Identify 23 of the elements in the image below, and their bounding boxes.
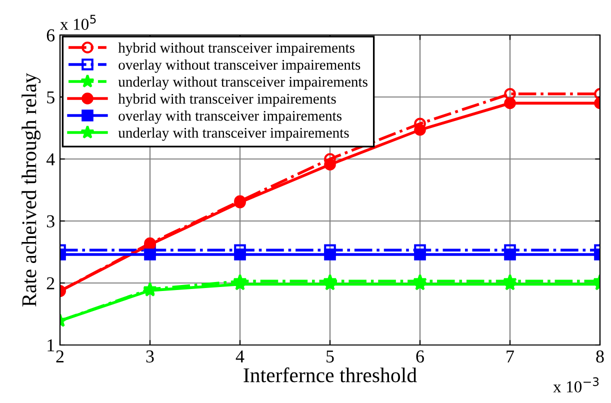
text: x 10$^{−3}$ [553,377,599,392]
legend-label: hybrid without transceiver impairements [118,42,355,56]
y-tick-label: 6 [46,29,55,42]
y-tick-label: 2 [46,277,54,290]
legend-label: overlay with transceiver impairements [118,110,342,124]
y-axis-title: Rate acheived through relay [22,72,41,307]
y-tick-label: 4 [46,153,55,166]
x-tick-label: 6 [416,350,424,363]
y-tick-label: 1 [48,339,54,352]
x-tick-label: 3 [146,350,154,363]
legend-label: underlay without transceiver impairements [118,76,368,90]
x-tick-label: 7 [506,350,514,362]
y-tick-label: 5 [47,91,54,104]
text: x 10$^{5}$ [60,14,96,30]
x-tick-label: 5 [326,350,334,363]
x-tick-label: 2 [56,350,64,362]
legend-label: hybrid with transceiver impairements [118,93,336,107]
legend-label: overlay without transceiver impairements [118,59,360,73]
x-tick-label: 4 [236,350,244,362]
x-tick-label: 8 [596,350,604,363]
y-tick-label: 3 [46,215,54,228]
x-axis-title: Interfernce threshold [244,367,417,382]
legend-label: underlay with transceiver impairements [118,127,349,141]
